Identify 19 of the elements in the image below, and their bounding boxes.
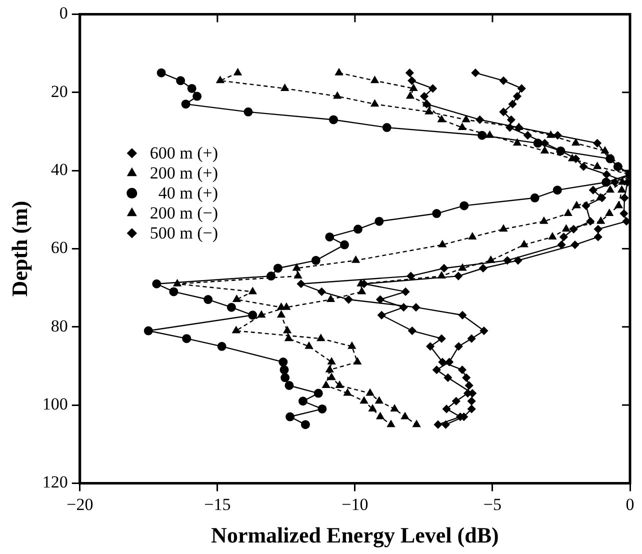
x-tick-label: −20 [66, 494, 94, 514]
x-tick-label: −15 [204, 494, 231, 514]
legend-label: 200 m (+) [150, 164, 218, 183]
y-tick-label: 80 [50, 316, 68, 336]
legend-label: 600 m (+) [150, 144, 218, 163]
x-tick-label: −5 [483, 494, 502, 514]
legend-label: 500 m (−) [150, 224, 218, 243]
y-tick-label: 40 [50, 160, 68, 179]
y-tick-label: 100 [42, 394, 68, 414]
y-tick-label: 60 [50, 238, 68, 258]
x-tick-label: 0 [626, 494, 634, 514]
x-axis-title: Normalized Energy Level (dB) [211, 522, 499, 548]
legend-label: 200 m (−) [150, 204, 218, 223]
y-tick-label: 0 [59, 4, 68, 23]
y-tick-label: 120 [42, 472, 68, 492]
y-axis-title: Depth (m) [6, 200, 32, 297]
x-tick-label: −10 [342, 494, 368, 514]
legend-label: 40 m (+) [158, 184, 218, 203]
y-tick-label: 20 [50, 82, 68, 101]
